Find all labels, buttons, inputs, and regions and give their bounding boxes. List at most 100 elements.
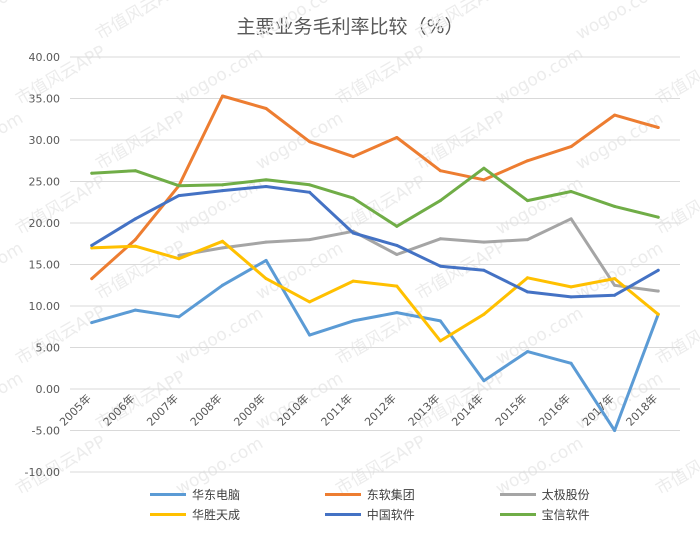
- watermark-text: wogoo.com: [493, 303, 587, 369]
- watermark-text: 市值风云APP: [13, 42, 110, 109]
- watermark-text: 市值风云APP: [13, 172, 110, 239]
- legend-item-dongruan: 东软集团: [324, 486, 500, 503]
- legend-swatch: [499, 512, 536, 516]
- chart-title: 主要业务毛利率比较（%）: [236, 16, 464, 38]
- gridlines: [70, 56, 680, 473]
- data-point: [395, 311, 399, 315]
- watermark-text: 市值风云APP: [333, 42, 430, 109]
- data-point: [482, 178, 486, 182]
- legend-item-huasheng: 华胜天成: [150, 506, 325, 523]
- data-point: [90, 246, 94, 250]
- watermark-text: 市值风云APP: [93, 0, 190, 44]
- data-point: [221, 246, 224, 250]
- y-tick-label: 5.00: [36, 342, 61, 355]
- data-point: [613, 277, 617, 281]
- data-point: [133, 308, 137, 312]
- data-point: [90, 277, 94, 281]
- data-point: [90, 321, 94, 325]
- data-point: [613, 204, 617, 208]
- data-point: [177, 253, 181, 257]
- data-point: [526, 276, 529, 280]
- watermark-text: wogoo.com: [253, 0, 347, 44]
- legend-label: 华东电脑: [192, 487, 241, 502]
- data-point: [133, 169, 137, 173]
- y-tick-label: 25.00: [29, 176, 61, 189]
- legend-label: 太极股份: [541, 487, 590, 502]
- data-point: [438, 339, 442, 343]
- data-point: [351, 279, 355, 283]
- legend-item-zhongguo: 中国软件: [324, 506, 500, 523]
- data-point: [569, 189, 573, 193]
- data-point: [308, 333, 312, 337]
- watermark-text: wogoo.com: [173, 303, 267, 369]
- legend-label: 华胜天成: [192, 507, 241, 522]
- x-tick-label: 2015年: [492, 391, 529, 428]
- data-point: [177, 315, 181, 319]
- watermark-text: 市值风云APP: [653, 302, 700, 369]
- data-point: [526, 199, 529, 203]
- y-tick-label: 35.00: [29, 93, 61, 106]
- watermark-text: 市值风云APP: [653, 42, 700, 109]
- watermark-text: wogoo.com: [253, 108, 347, 174]
- series-line-2: [177, 217, 660, 293]
- data-point: [482, 240, 486, 244]
- data-point: [264, 184, 268, 188]
- watermark-text: 市值风云APP: [413, 237, 510, 304]
- legend-item-baoxin: 宝信软件: [499, 506, 610, 523]
- x-tick-label: 2012年: [361, 391, 398, 428]
- legend-label: 中国软件: [366, 507, 415, 522]
- data-point: [438, 264, 442, 268]
- y-tick-label: 10.00: [29, 300, 61, 313]
- data-point: [351, 319, 355, 323]
- series-line-4: [90, 185, 660, 299]
- y-tick-label: 20.00: [29, 217, 61, 230]
- data-point: [438, 319, 442, 323]
- y-tick-label: 15.00: [29, 259, 61, 272]
- data-point: [482, 166, 486, 170]
- watermark-text: 市值风云APP: [653, 432, 700, 499]
- legend-swatch: [499, 492, 536, 496]
- data-point: [656, 126, 660, 130]
- data-point: [221, 189, 224, 193]
- data-point: [351, 155, 355, 159]
- data-point: [438, 199, 442, 203]
- data-point: [308, 300, 312, 304]
- y-axis-ticks: 40.00 35.00 30.00 25.00 20.00 15.00 10.00 5.00 0…: [25, 51, 60, 479]
- data-point: [90, 171, 94, 175]
- x-tick-label: 2016年: [536, 391, 573, 428]
- data-point: [264, 240, 268, 244]
- y-tick-label: 0.00: [36, 383, 61, 396]
- legend-label: 宝信软件: [541, 507, 590, 522]
- watermark-text: wogoo.com: [573, 238, 667, 304]
- data-point: [613, 283, 617, 287]
- legend-swatch: [150, 512, 186, 516]
- data-point: [438, 237, 442, 241]
- data-point: [656, 289, 660, 293]
- data-point: [569, 295, 573, 299]
- watermark-text: 市值风云APP: [93, 107, 190, 174]
- data-point: [264, 106, 268, 110]
- data-point: [395, 224, 399, 228]
- data-point: [395, 284, 399, 288]
- data-point: [482, 312, 486, 316]
- watermark-text: 市值风云APP: [413, 0, 510, 44]
- data-point: [177, 194, 181, 198]
- data-point: [395, 253, 399, 257]
- watermark-text: wogoo.com: [573, 0, 667, 44]
- data-point: [221, 239, 224, 243]
- data-point: [351, 196, 355, 200]
- watermark-text: 市值风云APP: [333, 302, 430, 369]
- data-point: [308, 140, 312, 144]
- watermark-text: wogoo.com: [573, 108, 667, 174]
- data-point: [526, 238, 529, 242]
- watermark-text: 市值风云APP: [13, 302, 110, 369]
- data-point: [613, 293, 617, 297]
- data-point: [221, 94, 224, 98]
- data-point: [351, 231, 355, 235]
- legend-swatch: [150, 492, 186, 496]
- watermark-text: 市值风云APP: [653, 172, 700, 239]
- data-point: [395, 243, 399, 247]
- data-point: [438, 169, 442, 173]
- data-point: [395, 136, 399, 140]
